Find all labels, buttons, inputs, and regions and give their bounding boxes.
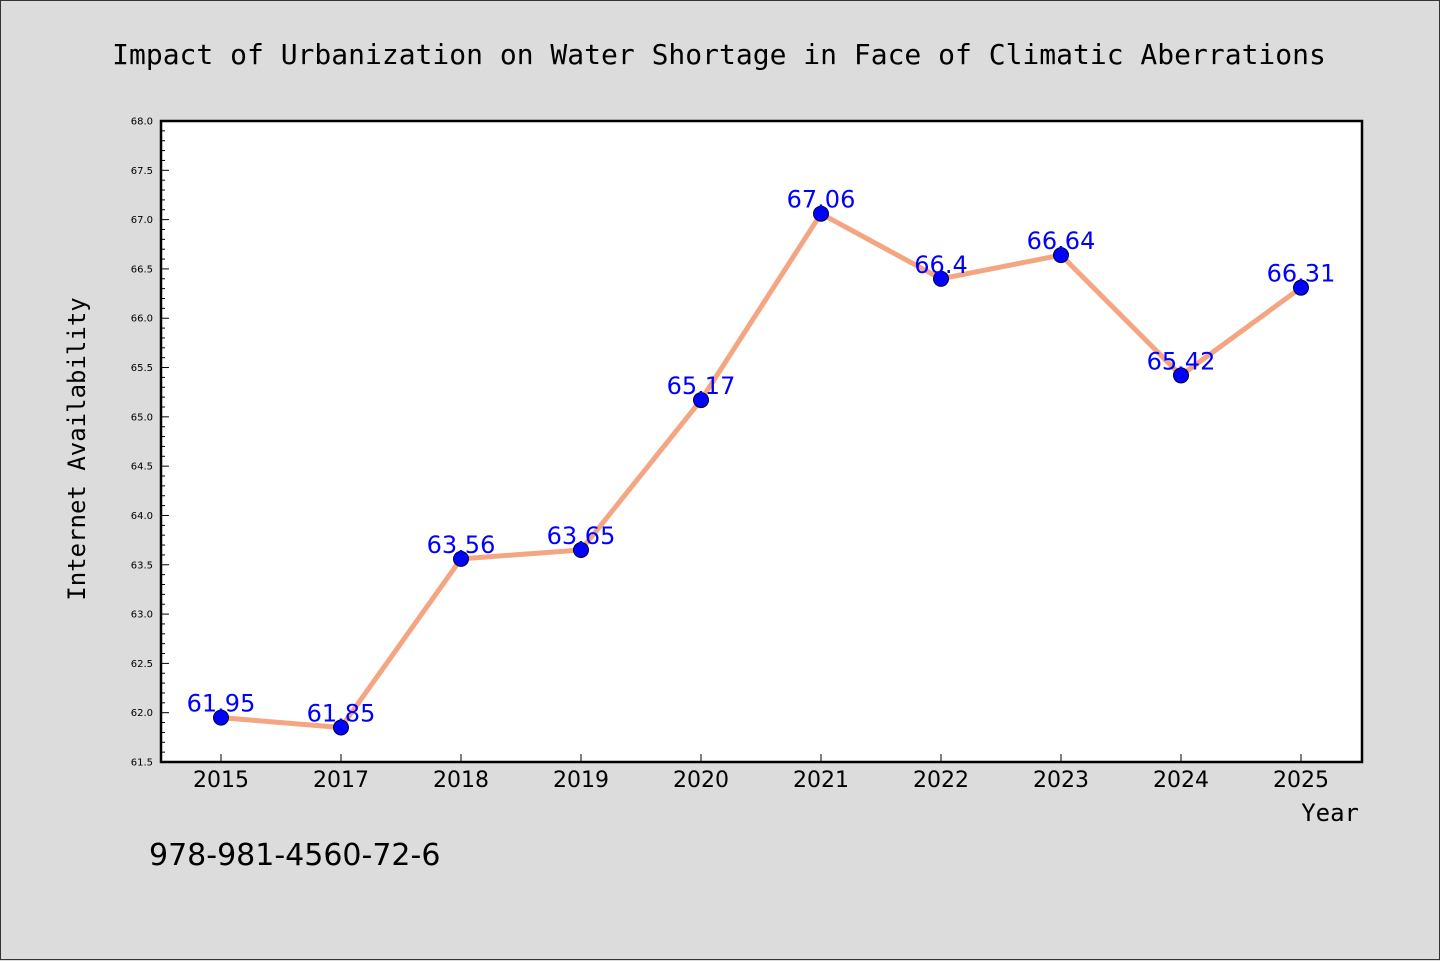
y-tick-label: 67.0: [131, 215, 153, 226]
data-label: 61.95: [187, 690, 256, 718]
data-point-marker: [1173, 367, 1189, 384]
x-tick-label: 2018: [433, 768, 489, 793]
y-tick-label: 61.5: [131, 758, 153, 769]
data-point-marker: [573, 541, 589, 558]
x-axis: 2015 2017 2018 2019 2020 2021 2022 2023 2024 2025: [193, 754, 1329, 793]
chart-title: Impact of Urbanization on Water Shortage…: [112, 38, 1326, 71]
x-tick-label: 2020: [673, 768, 729, 793]
data-point-marker: [453, 550, 469, 567]
data-point-marker: [1293, 279, 1309, 296]
x-tick-label: 2023: [1033, 768, 1089, 793]
data-point-marker: [933, 270, 949, 287]
data-point-marker: [1053, 247, 1069, 264]
plot-area: [159, 119, 1364, 764]
y-tick-label: 66.5: [131, 264, 153, 275]
data-label: 66.64: [1027, 227, 1096, 255]
y-tick-label: 65.0: [131, 412, 153, 423]
x-tick-label: 2021: [793, 768, 849, 793]
x-tick-label: 2017: [313, 768, 369, 793]
y-tick-label: 66.0: [131, 314, 153, 325]
data-point-marker: [813, 205, 829, 222]
data-point-marker: [333, 719, 349, 736]
data-label: 67.06: [787, 186, 856, 214]
y-tick-label: 64.5: [131, 462, 153, 473]
data-label: 61.85: [307, 699, 376, 727]
data-label: 63.56: [427, 531, 496, 559]
y-tick-label: 65.5: [131, 363, 153, 374]
data-label: 65.17: [667, 372, 736, 400]
x-tick-label: 2019: [553, 768, 609, 793]
data-label: 66.31: [1267, 260, 1336, 288]
x-tick-label: 2022: [913, 768, 969, 793]
y-axis: 61.5 62.0 62.5 63.0 63.5 64.0 64.5 65.0 65.5 66.0…: [131, 117, 169, 769]
y-tick-label: 62.0: [131, 708, 153, 719]
data-label: 63.65: [547, 522, 616, 550]
y-tick-label: 62.5: [131, 659, 153, 670]
data-point-marker: [213, 709, 229, 726]
x-tick-label: 2015: [193, 768, 249, 793]
y-axis-label: Internet Availability: [63, 297, 91, 600]
data-point-marker: [693, 392, 709, 409]
y-tick-label: 63.0: [131, 610, 153, 621]
y-tick-label: 63.5: [131, 560, 153, 571]
data-label: 65.42: [1147, 347, 1216, 375]
x-axis-label: Year: [1301, 799, 1359, 827]
series-line: [220, 211, 1303, 730]
y-tick-label: 64.0: [131, 511, 153, 522]
data-label: 66.4: [914, 251, 967, 279]
x-tick-label: 2024: [1153, 768, 1209, 793]
y-tick-label: 68.0: [131, 117, 153, 128]
x-tick-label: 2025: [1273, 768, 1329, 793]
isbn-text: 978-981-4560-72-6: [149, 838, 440, 873]
y-tick-label: 67.5: [131, 166, 153, 177]
data-labels-group: 61.95 61.85 63.56 63.65 65.17 67.06 66.4 66.64 6…: [187, 186, 1336, 728]
series-line-group: [213, 205, 1309, 736]
